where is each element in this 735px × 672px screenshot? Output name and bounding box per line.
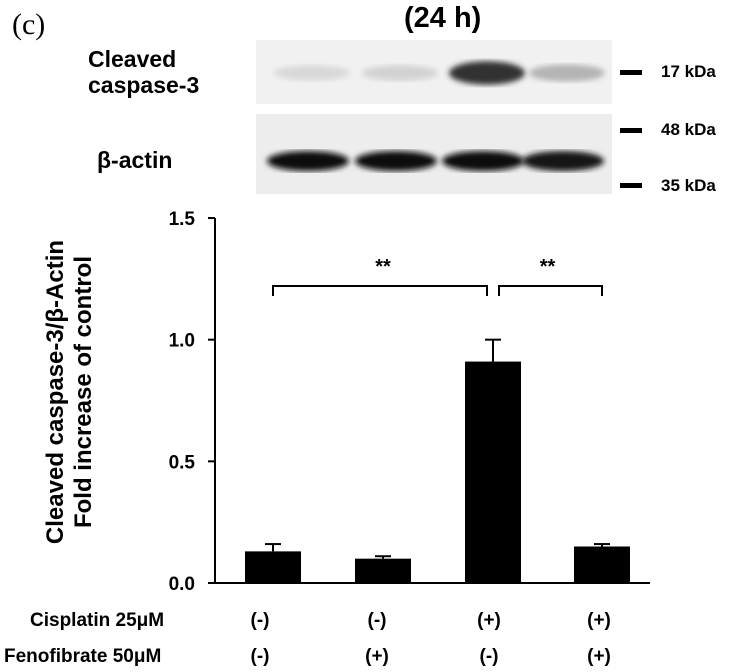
y-tick-label: 0.5 xyxy=(169,452,196,473)
cisplatin-cell-4: (+) xyxy=(587,610,611,631)
marker-tick-48 xyxy=(620,128,642,133)
bars xyxy=(245,338,630,583)
cisplatin-row-label: Cisplatin 25μM xyxy=(30,610,165,631)
caspase-band xyxy=(274,65,350,81)
y-tick-label: 1.0 xyxy=(169,331,195,352)
cleaved-caspase-label-line2: caspase-3 xyxy=(88,72,200,98)
significance-bracket xyxy=(498,285,603,296)
caspase-band xyxy=(449,61,525,85)
beta-actin-label: β-actin xyxy=(97,147,173,173)
marker-tick-35 xyxy=(620,183,642,188)
significance-bracket xyxy=(272,285,488,296)
significance-label: ** xyxy=(540,256,556,278)
cleaved-caspase-label-line1: Cleaved xyxy=(88,46,177,72)
marker-label-35: 35 kDa xyxy=(661,176,716,195)
fenofibrate-cell-1: (-) xyxy=(250,646,270,667)
cisplatin-cell-2: (-) xyxy=(367,610,387,631)
y-tick-label: 1.5 xyxy=(169,209,196,230)
actin-band xyxy=(267,151,349,171)
y-axis-title-line1: Cleaved caspase-3/β-Actin xyxy=(42,239,69,545)
bar xyxy=(245,551,301,583)
actin-band xyxy=(355,151,437,171)
y-tick-label: 0.0 xyxy=(169,574,195,595)
significance-label: ** xyxy=(375,256,391,278)
cleaved-caspase-label: Cleaved caspase-3 xyxy=(88,46,199,98)
marker-label-48: 48 kDa xyxy=(661,120,716,139)
chart-title: (24 h) xyxy=(404,2,482,34)
fenofibrate-cell-3: (-) xyxy=(479,646,499,667)
actin-band xyxy=(442,151,524,171)
caspase-band xyxy=(362,65,438,81)
blot-bottom-bands xyxy=(267,151,604,171)
caspase-band xyxy=(529,64,605,82)
panel-label: (c) xyxy=(12,8,46,41)
y-axis: 0.0 0.5 1.0 1.5 xyxy=(169,209,650,595)
cisplatin-cell-3: (+) xyxy=(477,610,501,631)
blot-top-bands xyxy=(274,61,605,85)
cisplatin-cell-1: (-) xyxy=(250,610,270,631)
bar xyxy=(355,558,411,583)
actin-band xyxy=(522,151,604,171)
significance-brackets: ** ** xyxy=(272,256,603,296)
bar xyxy=(465,361,521,583)
bar xyxy=(574,546,630,583)
y-axis-title-line2: Fold increase of control xyxy=(70,255,97,529)
fenofibrate-row-label: Fenofibrate 50μM xyxy=(4,646,162,667)
marker-tick-17 xyxy=(620,70,642,75)
fenofibrate-cell-4: (+) xyxy=(587,646,611,667)
fenofibrate-cell-2: (+) xyxy=(365,646,389,667)
marker-label-17: 17 kDa xyxy=(661,62,716,81)
